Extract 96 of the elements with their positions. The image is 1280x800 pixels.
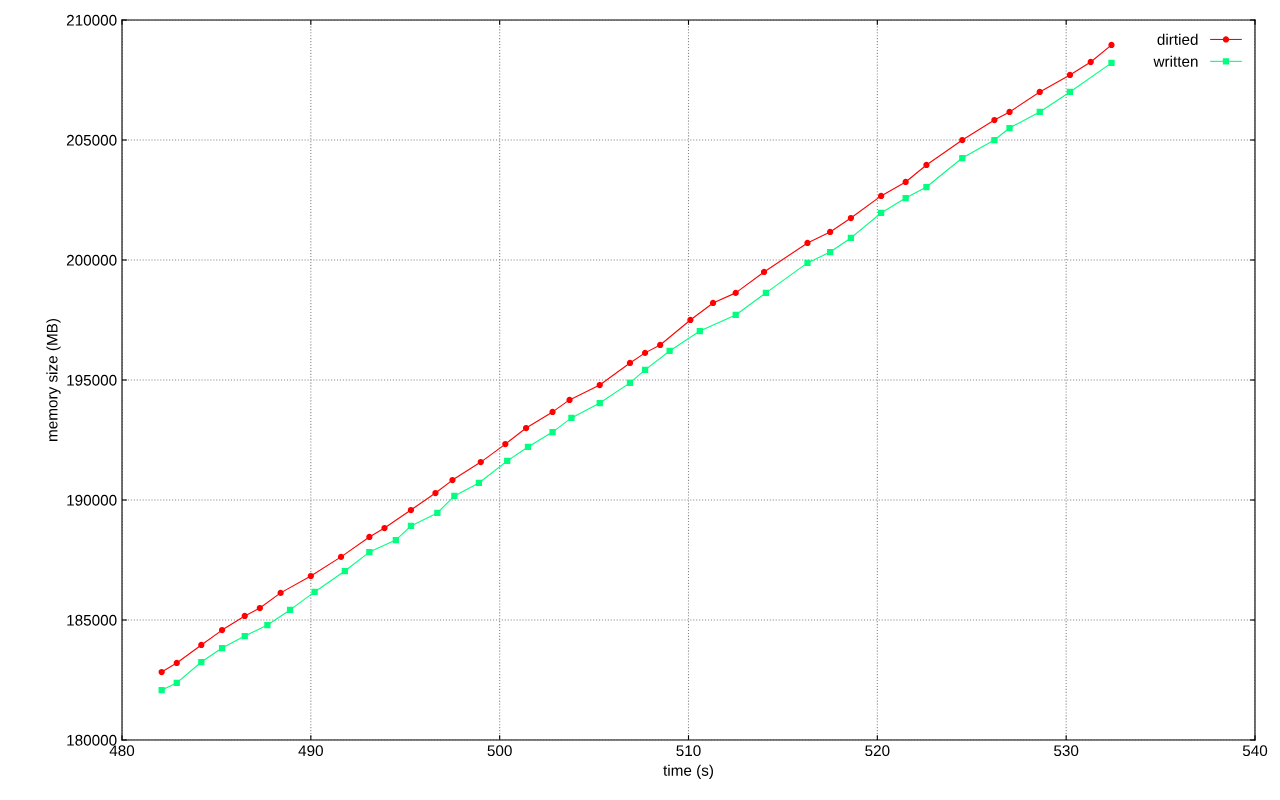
point (477, 458, 484, 466)
point (877, 192, 885, 200)
point (341, 567, 348, 575)
point (804, 239, 811, 247)
point (687, 316, 694, 324)
point (877, 209, 885, 217)
point (158, 686, 165, 694)
point (641, 349, 649, 357)
point (432, 489, 439, 497)
point (173, 659, 180, 667)
point (760, 268, 768, 276)
point (902, 194, 909, 202)
point (241, 632, 248, 640)
point (451, 492, 458, 500)
point (504, 457, 511, 465)
point (1066, 71, 1074, 79)
point (641, 366, 649, 374)
point (434, 509, 441, 517)
point (549, 408, 556, 416)
y-axis-title: memory size (MB) (46, 318, 61, 441)
y-tick-label: 190000 (67, 494, 117, 506)
point (732, 311, 739, 319)
point (407, 506, 415, 514)
x-tick-label: 480 (109, 745, 135, 757)
point (626, 379, 634, 387)
point (311, 588, 318, 596)
point (158, 668, 165, 676)
x-axis-title: time (s) (663, 764, 714, 779)
point (286, 606, 294, 614)
point (524, 443, 532, 451)
point (173, 679, 180, 687)
point (1036, 88, 1043, 96)
point (449, 476, 456, 484)
point (522, 424, 530, 432)
point (596, 399, 603, 407)
point (218, 644, 226, 652)
point (657, 341, 664, 349)
point (381, 524, 388, 532)
y-tick-label: 210000 (66, 14, 117, 26)
legend-label: written (1153, 55, 1198, 67)
point (1108, 59, 1115, 67)
point (1006, 108, 1013, 116)
y-tick-label: 200000 (66, 254, 117, 266)
legend-label: dirtied (1157, 33, 1198, 45)
x-tick-label: 530 (1054, 745, 1079, 757)
point (666, 347, 673, 355)
y-tick-label: 180000 (67, 734, 117, 746)
x-tick-label: 520 (865, 745, 890, 757)
y-tick-label: 185000 (67, 614, 117, 626)
point (959, 136, 966, 144)
point (475, 479, 483, 487)
point (392, 536, 399, 544)
point (568, 414, 575, 422)
point (959, 154, 966, 162)
point (1108, 41, 1115, 49)
point (502, 440, 509, 448)
point (847, 214, 855, 222)
x-tick-label: 500 (487, 745, 512, 757)
point (709, 299, 717, 307)
point (991, 136, 998, 144)
point (566, 396, 573, 404)
x-tick-label: 510 (676, 745, 701, 757)
point (826, 228, 834, 236)
point (549, 428, 556, 436)
point (847, 234, 855, 242)
point (902, 178, 909, 186)
point (264, 621, 271, 629)
point (198, 641, 205, 649)
point (596, 381, 603, 389)
point (337, 553, 345, 561)
point (218, 626, 226, 634)
point (732, 289, 739, 297)
point (1087, 58, 1094, 66)
point (366, 548, 373, 556)
point (696, 327, 703, 335)
point (923, 183, 930, 191)
point (241, 612, 248, 620)
y-tick-label: 205000 (66, 134, 117, 146)
point (1066, 88, 1074, 96)
y-tick-label: 195000 (67, 374, 117, 386)
point (991, 116, 998, 124)
point (198, 658, 205, 666)
point (826, 248, 834, 256)
point (1036, 108, 1043, 116)
point (804, 259, 811, 267)
point (1006, 124, 1013, 132)
point (407, 522, 415, 530)
point (307, 572, 314, 580)
point (366, 533, 373, 541)
point (277, 589, 284, 597)
x-tick-label: 490 (298, 745, 323, 757)
point (762, 289, 770, 297)
point (923, 161, 930, 169)
point (626, 359, 634, 367)
x-tick-label: 540 (1242, 745, 1268, 757)
point (256, 604, 263, 612)
